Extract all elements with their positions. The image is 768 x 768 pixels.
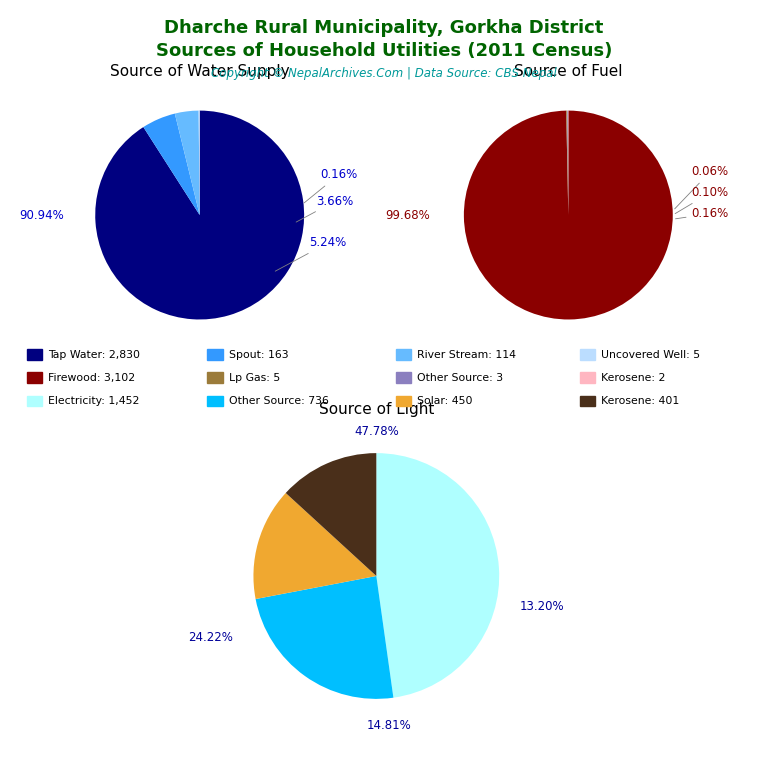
Text: Dharche Rural Municipality, Gorkha District: Dharche Rural Municipality, Gorkha Distr… [164, 19, 604, 37]
Text: Electricity: 1,452: Electricity: 1,452 [48, 396, 140, 406]
Text: Other Source: 736: Other Source: 736 [229, 396, 329, 406]
Wedge shape [464, 111, 673, 319]
Text: 3.66%: 3.66% [296, 194, 354, 222]
Text: 13.20%: 13.20% [520, 601, 564, 613]
Text: Spout: 163: Spout: 163 [229, 349, 289, 360]
Wedge shape [144, 114, 200, 215]
Text: 0.10%: 0.10% [675, 186, 729, 214]
Text: 0.16%: 0.16% [304, 168, 357, 203]
Text: 0.16%: 0.16% [676, 207, 729, 220]
Text: Kerosene: 2: Kerosene: 2 [601, 372, 666, 383]
Text: Firewood: 3,102: Firewood: 3,102 [48, 372, 135, 383]
Wedge shape [95, 111, 304, 319]
Text: Other Source: 3: Other Source: 3 [417, 372, 503, 383]
Text: Uncovered Well: 5: Uncovered Well: 5 [601, 349, 700, 360]
Title: Source of Light: Source of Light [319, 402, 434, 417]
Text: Solar: 450: Solar: 450 [417, 396, 472, 406]
Wedge shape [286, 453, 376, 576]
Text: Sources of Household Utilities (2011 Census): Sources of Household Utilities (2011 Cen… [156, 42, 612, 60]
Text: 0.06%: 0.06% [675, 165, 729, 209]
Wedge shape [175, 111, 200, 215]
Text: 24.22%: 24.22% [188, 631, 233, 644]
Wedge shape [256, 576, 393, 699]
Title: Source of Water Supply: Source of Water Supply [110, 65, 290, 79]
Wedge shape [199, 111, 200, 215]
Text: Lp Gas: 5: Lp Gas: 5 [229, 372, 280, 383]
Wedge shape [376, 453, 499, 697]
Text: 90.94%: 90.94% [19, 209, 64, 221]
Text: 5.24%: 5.24% [275, 237, 346, 271]
Text: 99.68%: 99.68% [386, 209, 430, 221]
Text: Copyright © NepalArchives.Com | Data Source: CBS Nepal: Copyright © NepalArchives.Com | Data Sou… [211, 67, 557, 80]
Text: River Stream: 114: River Stream: 114 [417, 349, 516, 360]
Text: Kerosene: 401: Kerosene: 401 [601, 396, 680, 406]
Title: Source of Fuel: Source of Fuel [514, 65, 623, 79]
Text: 14.81%: 14.81% [366, 720, 411, 733]
Wedge shape [566, 111, 568, 215]
Text: Tap Water: 2,830: Tap Water: 2,830 [48, 349, 141, 360]
Text: 47.78%: 47.78% [354, 425, 399, 438]
Wedge shape [253, 493, 376, 599]
